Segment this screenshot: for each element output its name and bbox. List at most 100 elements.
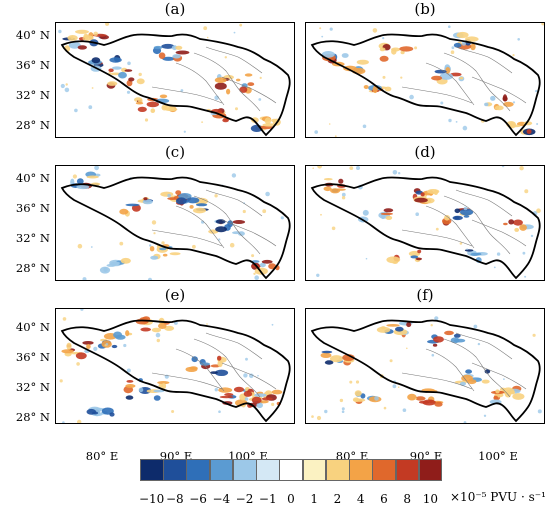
lat-tick-label: 32° N: [15, 380, 50, 394]
pv-anomaly-blob: [215, 219, 226, 224]
pv-anomaly-speck: [389, 359, 393, 363]
river-line: [443, 52, 511, 112]
pv-anomaly-blob: [463, 215, 470, 218]
plateau-boundary: [310, 33, 541, 137]
pv-anomaly-blob: [243, 390, 253, 397]
pv-anomaly-blob: [454, 216, 460, 220]
pv-anomaly-speck: [245, 357, 248, 361]
pv-anomaly-blob: [386, 324, 400, 327]
pv-anomaly-speck: [535, 89, 538, 93]
pv-anomaly-blob: [434, 69, 447, 74]
river-line: [151, 86, 223, 104]
pv-anomaly-speck: [167, 193, 171, 198]
plateau-boundary: [60, 176, 291, 280]
pv-anomaly-blob: [379, 55, 389, 62]
colorbar-cell: [163, 459, 187, 481]
pv-anomaly-speck: [503, 378, 505, 380]
pv-anomaly-speck: [253, 272, 256, 275]
colorbar-cell: [279, 459, 304, 481]
pv-anomaly-blob: [407, 393, 417, 401]
pv-anomaly-blob: [125, 395, 134, 400]
pv-anomaly-speck: [435, 227, 439, 231]
colorbar-cell: [418, 459, 443, 481]
pv-anomaly-blob: [352, 397, 360, 402]
pv-anomaly-blob: [92, 411, 99, 415]
pv-anomaly-blob: [157, 381, 170, 385]
pv-anomaly-blob: [210, 371, 218, 374]
pv-anomaly-speck: [355, 380, 360, 384]
pv-anomaly-blob: [432, 343, 438, 347]
pv-anomaly-blob: [484, 102, 489, 107]
river-line: [175, 348, 225, 392]
pv-anomaly-speck: [451, 46, 455, 50]
pv-anomaly-blob: [125, 384, 136, 388]
pv-anomaly-blob: [169, 252, 181, 256]
pv-anomaly-blob: [120, 257, 131, 264]
colorbar-tick-label: 1: [310, 492, 319, 506]
map-panel-c: (c): [55, 143, 295, 281]
pv-anomaly-blob: [75, 29, 89, 34]
pv-anomaly-blob: [380, 212, 393, 216]
pv-anomaly-speck: [74, 108, 78, 113]
pv-anomaly-blob: [513, 219, 523, 226]
pv-anomaly-blob: [237, 231, 245, 236]
plateau-boundary: [310, 319, 541, 423]
pv-anomaly-blob: [456, 31, 469, 39]
pv-anomaly-speck: [397, 386, 400, 388]
pv-anomaly-blob: [143, 197, 148, 201]
pv-anomaly-speck: [392, 170, 398, 175]
pv-anomaly-blob: [519, 224, 527, 231]
pv-anomaly-blob: [140, 327, 151, 332]
pv-anomaly-blob: [321, 51, 335, 58]
map-panel-a: (a): [55, 0, 295, 138]
pv-anomaly-speck: [512, 101, 516, 104]
pv-anomaly-speck: [392, 384, 397, 389]
pv-anomaly-blob: [338, 178, 344, 184]
pv-anomaly-speck: [203, 26, 208, 31]
colorbar-cell: [395, 459, 420, 481]
pv-anomaly-speck: [161, 241, 165, 245]
pv-anomaly-blob: [244, 73, 253, 77]
pv-anomaly-blob: [222, 118, 229, 123]
pv-anomaly-blob: [354, 390, 362, 397]
pv-anomaly-blob: [146, 101, 159, 108]
pv-anomaly-speck: [64, 87, 70, 93]
pv-anomaly-speck: [224, 56, 227, 59]
pv-anomaly-blob: [363, 85, 369, 89]
pv-anomaly-blob: [383, 208, 394, 213]
pv-anomaly-blob: [262, 123, 276, 127]
pv-anomaly-speck: [362, 124, 367, 129]
pv-anomaly-blob: [385, 215, 393, 220]
map-area: [305, 308, 545, 424]
pv-anomaly-speck: [214, 194, 218, 198]
pv-anomaly-speck: [320, 213, 322, 216]
map-area: [305, 22, 545, 138]
pv-anomaly-blob: [445, 67, 451, 74]
colorbar: [140, 459, 443, 481]
pv-anomaly-speck: [382, 37, 385, 40]
river-line: [425, 62, 475, 106]
pv-anomaly-blob: [508, 219, 515, 225]
plateau-boundary: [60, 33, 291, 137]
pv-anomaly-blob: [126, 79, 133, 87]
pv-anomaly-blob: [153, 389, 165, 393]
river-line: [151, 372, 223, 390]
colorbar-cell: [140, 459, 164, 481]
pv-anomaly-speck: [280, 216, 284, 220]
river-line: [221, 362, 277, 390]
pv-anomaly-blob: [175, 197, 187, 205]
pv-anomaly-blob: [112, 66, 122, 70]
pv-anomaly-speck: [76, 362, 80, 366]
pv-anomaly-blob: [153, 45, 163, 50]
lon-tick-label: 100° E: [478, 449, 518, 463]
pv-anomaly-speck: [90, 246, 93, 248]
pv-anomaly-speck: [321, 35, 324, 38]
pv-anomaly-speck: [374, 396, 379, 401]
pv-anomaly-speck: [312, 167, 314, 169]
pv-anomaly-blob: [460, 381, 466, 386]
pv-anomaly-blob: [323, 186, 332, 192]
pv-anomaly-blob: [99, 266, 111, 274]
pv-anomaly-blob: [150, 255, 159, 260]
pv-anomaly-speck: [123, 343, 127, 348]
pv-anomaly-blob: [158, 52, 166, 59]
